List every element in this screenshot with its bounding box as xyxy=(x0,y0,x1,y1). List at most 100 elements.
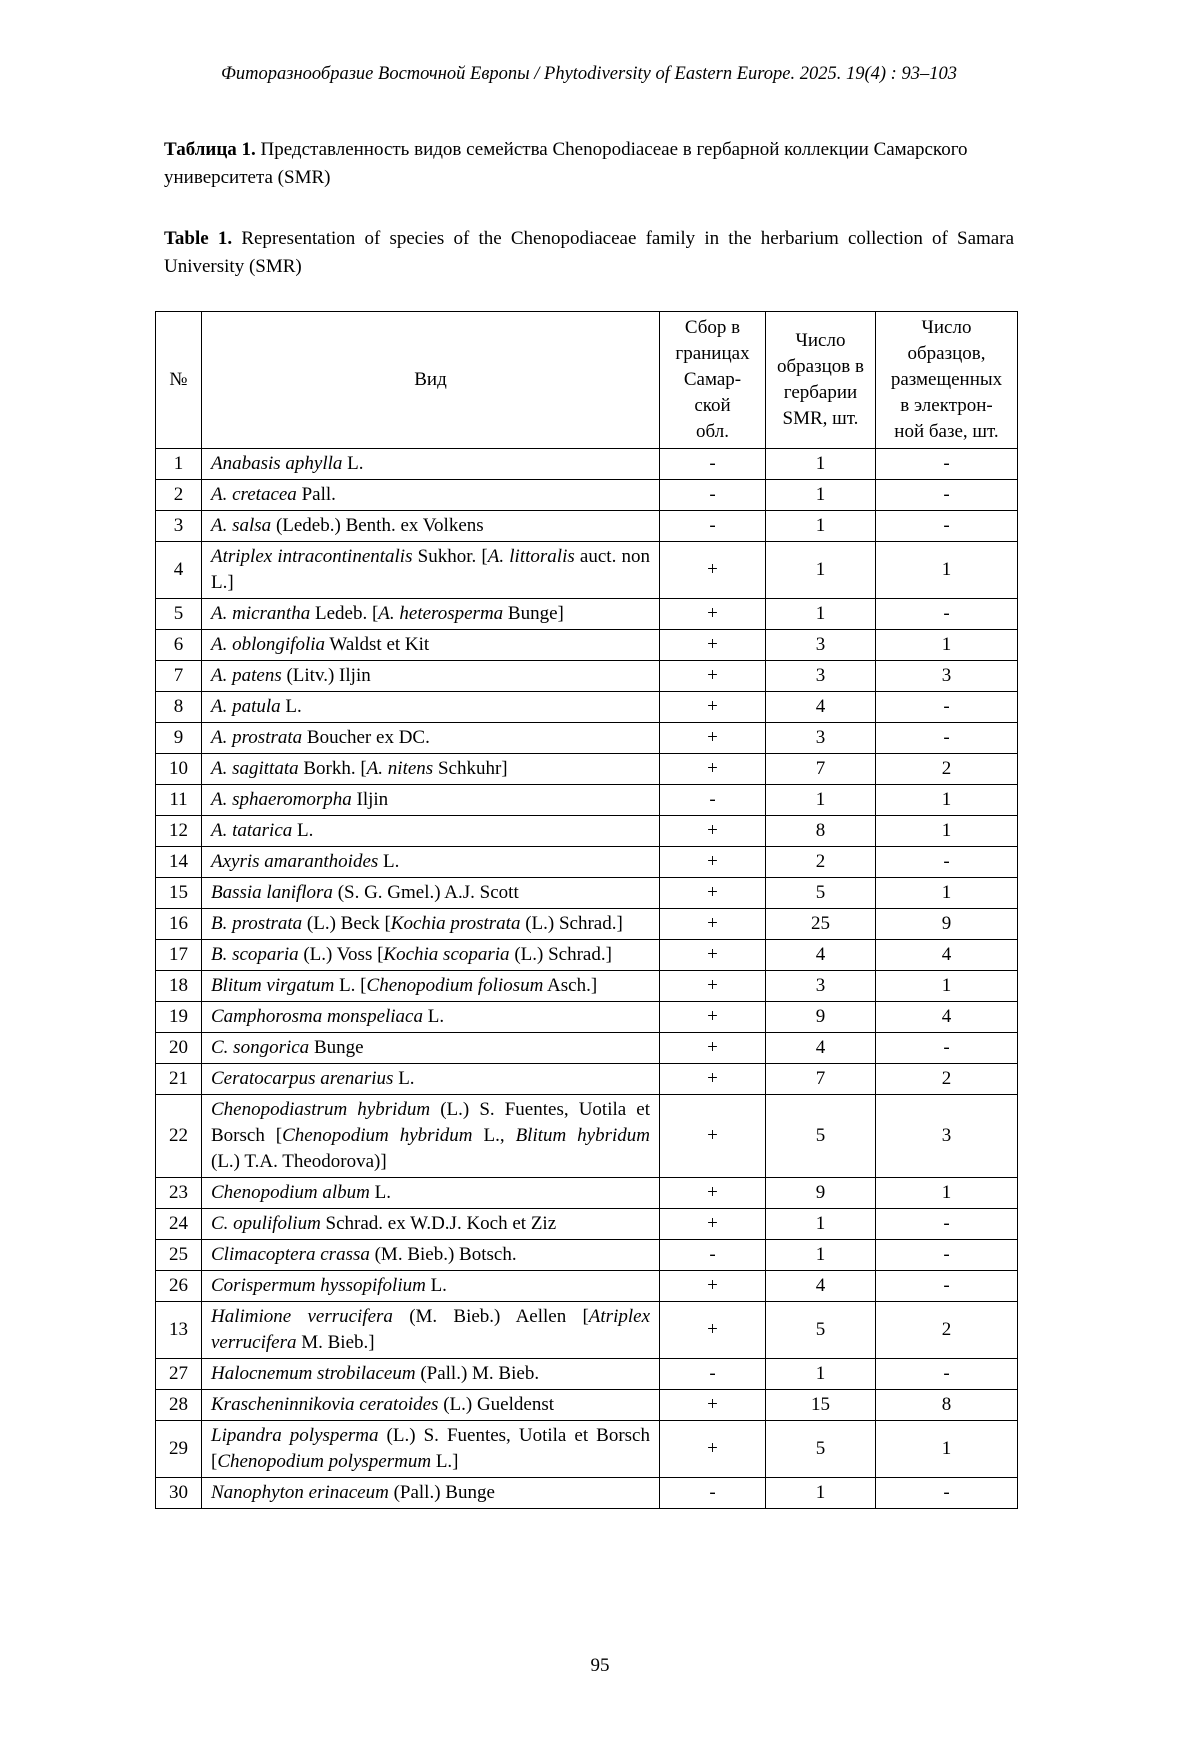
table-row: 28 Krascheninnikovia ceratoides (L.) Guel… xyxy=(155,1389,1018,1421)
smr-count-cell: 7 xyxy=(765,753,876,785)
table-caption-en-label: Table 1. xyxy=(164,228,233,249)
species-name-cell: A. patula L. xyxy=(201,691,660,723)
smr-count-cell: 7 xyxy=(765,1063,876,1095)
table-row: 14 Axyris amaranthoides L. +2- xyxy=(155,846,1018,878)
row-number-cell: 21 xyxy=(155,1063,202,1095)
smr-count-cell: 1 xyxy=(765,1239,876,1271)
smr-count-cell: 1 xyxy=(765,1358,876,1390)
table-row: 5 A. micrantha Ledeb. [A. heterosperma Bu… xyxy=(155,598,1018,630)
collection-mark-cell: + xyxy=(659,598,766,630)
smr-count-cell: 9 xyxy=(765,1001,876,1033)
table-row: 30 Nanophyton erinaceum (Pall.) Bunge -1- xyxy=(155,1477,1018,1509)
collection-mark-cell: + xyxy=(659,1208,766,1240)
collection-mark-cell: + xyxy=(659,815,766,847)
table-row: 18 Blitum virgatum L. [Chenopodium folios… xyxy=(155,970,1018,1002)
collection-mark-cell: - xyxy=(659,1358,766,1390)
col-header-number: № xyxy=(155,311,202,449)
collection-mark-cell: + xyxy=(659,1389,766,1421)
table-row: 19 Camphorosma monspeliaca L. +9 4 xyxy=(155,1001,1018,1033)
col-header-collection: Сбор в границах Самар- ской обл. xyxy=(659,311,766,449)
row-number-cell: 14 xyxy=(155,846,202,878)
smr-count-cell: 2 xyxy=(765,846,876,878)
species-name-cell: Chenopodium album L. xyxy=(201,1177,660,1209)
smr-count-cell: 1 xyxy=(765,784,876,816)
table-caption-ru: Таблица 1. Представленность видов семейс… xyxy=(164,136,1014,192)
table-row: 12 A. tatarica L. +8 1 xyxy=(155,815,1018,847)
collection-mark-cell: + xyxy=(659,939,766,971)
smr-count-cell: 1 xyxy=(765,1208,876,1240)
collection-mark-cell: + xyxy=(659,970,766,1002)
header-row: № Вид Сбор в границах Самар- ской обл. Ч… xyxy=(155,311,1018,449)
species-name-cell: A. sagittata Borkh. [A. nitens Schkuhr] xyxy=(201,753,660,785)
collection-mark-cell: + xyxy=(659,1094,766,1178)
collection-mark-cell: + xyxy=(659,877,766,909)
species-name-cell: Corispermum hyssopifolium L. xyxy=(201,1270,660,1302)
table-row: 2 A. cretacea Pall. -1- xyxy=(155,479,1018,511)
db-count-cell: - xyxy=(875,1239,1018,1271)
species-name-cell: Atriplex intracontinentalis Sukhor. [A. … xyxy=(201,541,660,599)
row-number-cell: 29 xyxy=(155,1420,202,1478)
row-number-cell: 27 xyxy=(155,1358,202,1390)
species-name-cell: Blitum virgatum L. [Chenopodium foliosum… xyxy=(201,970,660,1002)
row-number-cell: 2 xyxy=(155,479,202,511)
db-count-cell: 1 xyxy=(875,815,1018,847)
db-count-cell: 2 xyxy=(875,1301,1018,1359)
smr-count-cell: 1 xyxy=(765,479,876,511)
table-row: 29 Lipandra polysperma (L.) S. Fuentes, U… xyxy=(155,1420,1018,1478)
row-number-cell: 10 xyxy=(155,753,202,785)
table-row: 26 Corispermum hyssopifolium L. +4- xyxy=(155,1270,1018,1302)
row-number-cell: 13 xyxy=(155,1301,202,1359)
species-table-body: 1 Anabasis aphylla L. -1-2 A. cretacea Pall… xyxy=(155,448,1018,1509)
smr-count-cell: 3 xyxy=(765,722,876,754)
db-count-cell: 2 xyxy=(875,1063,1018,1095)
smr-count-cell: 3 xyxy=(765,970,876,1002)
db-count-cell: - xyxy=(875,479,1018,511)
collection-mark-cell: + xyxy=(659,1420,766,1478)
smr-count-cell: 4 xyxy=(765,1032,876,1064)
species-name-cell: B. scoparia (L.) Voss [Kochia scoparia (… xyxy=(201,939,660,971)
db-count-cell: 4 xyxy=(875,939,1018,971)
row-number-cell: 28 xyxy=(155,1389,202,1421)
table-row: 23 Chenopodium album L. +9 1 xyxy=(155,1177,1018,1209)
page-content: Фиторазнообразие Восточной Европы / Phyt… xyxy=(155,62,1018,1509)
collection-mark-cell: - xyxy=(659,1477,766,1509)
table-row: 10 A. sagittata Borkh. [A. nitens Schkuhr… xyxy=(155,753,1018,785)
species-name-cell: Lipandra polysperma (L.) S. Fuentes, Uot… xyxy=(201,1420,660,1478)
row-number-cell: 30 xyxy=(155,1477,202,1509)
row-number-cell: 24 xyxy=(155,1208,202,1240)
db-count-cell: - xyxy=(875,448,1018,480)
table-row: 3 A. salsa (Ledeb.) Benth. ex Volkens -1- xyxy=(155,510,1018,542)
smr-count-cell: 4 xyxy=(765,1270,876,1302)
db-count-cell: 1 xyxy=(875,877,1018,909)
table-row: 1 Anabasis aphylla L. -1- xyxy=(155,448,1018,480)
species-name-cell: Anabasis aphylla L. xyxy=(201,448,660,480)
smr-count-cell: 4 xyxy=(765,691,876,723)
collection-mark-cell: - xyxy=(659,784,766,816)
table-row: 7 A. patens (Litv.) Iljin +3 3 xyxy=(155,660,1018,692)
collection-mark-cell: + xyxy=(659,541,766,599)
smr-count-cell: 8 xyxy=(765,815,876,847)
collection-mark-cell: + xyxy=(659,1032,766,1064)
col-header-smr-count: Число образцов в гербарии SMR, шт. xyxy=(765,311,876,449)
row-number-cell: 20 xyxy=(155,1032,202,1064)
db-count-cell: 1 xyxy=(875,1177,1018,1209)
table-row: 27 Halocnemum strobilaceum (Pall.) M. Bie… xyxy=(155,1358,1018,1390)
species-name-cell: Climacoptera crassa (M. Bieb.) Botsch. xyxy=(201,1239,660,1271)
db-count-cell: 1 xyxy=(875,970,1018,1002)
smr-count-cell: 1 xyxy=(765,1477,876,1509)
smr-count-cell: 3 xyxy=(765,660,876,692)
db-count-cell: 3 xyxy=(875,660,1018,692)
row-number-cell: 3 xyxy=(155,510,202,542)
smr-count-cell: 15 xyxy=(765,1389,876,1421)
row-number-cell: 22 xyxy=(155,1094,202,1178)
species-name-cell: Nanophyton erinaceum (Pall.) Bunge xyxy=(201,1477,660,1509)
col-header-species: Вид xyxy=(201,311,660,449)
species-name-cell: Halocnemum strobilaceum (Pall.) M. Bieb. xyxy=(201,1358,660,1390)
table-row: 4 Atriplex intracontinentalis Sukhor. [A.… xyxy=(155,541,1018,599)
db-count-cell: - xyxy=(875,1208,1018,1240)
species-name-cell: C. opulifolium Schrad. ex W.D.J. Koch et… xyxy=(201,1208,660,1240)
table-row: 25 Climacoptera crassa (M. Bieb.) Botsch.… xyxy=(155,1239,1018,1271)
row-number-cell: 1 xyxy=(155,448,202,480)
db-count-cell: - xyxy=(875,598,1018,630)
row-number-cell: 25 xyxy=(155,1239,202,1271)
